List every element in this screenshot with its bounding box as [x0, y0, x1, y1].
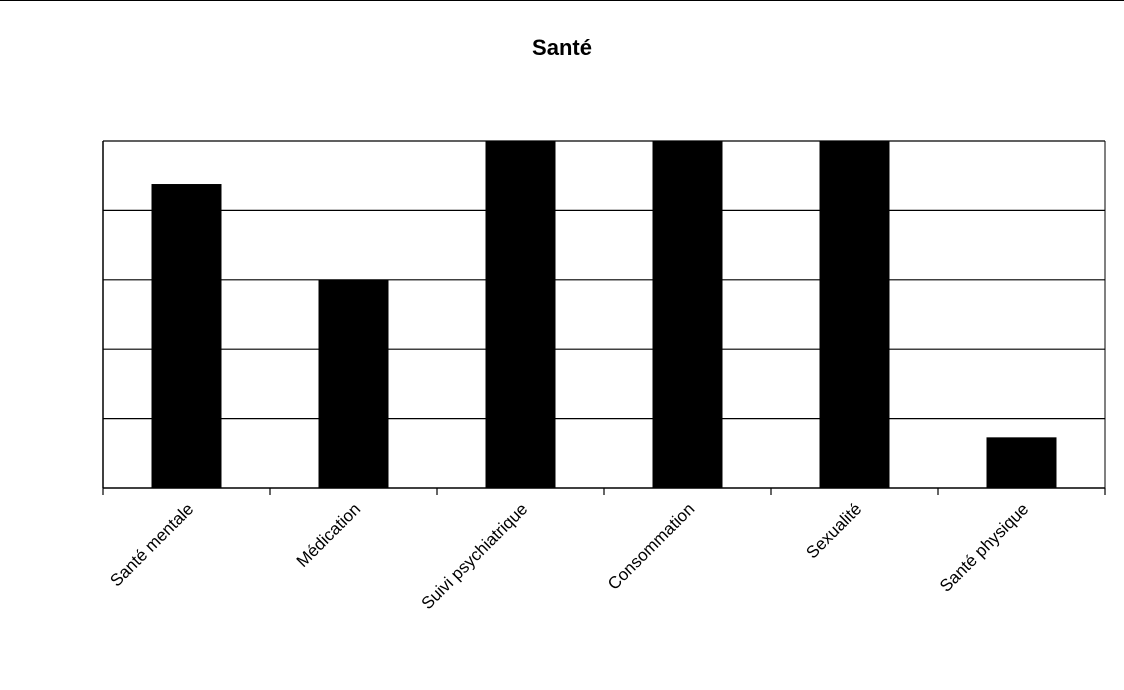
x-tick-label: Suivi psychiatrique — [418, 499, 532, 613]
x-tick-label: Consommation — [604, 499, 698, 593]
x-tick-label: Sexualité — [802, 499, 865, 562]
x-tick-label: Santé physique — [936, 499, 1032, 595]
bar — [819, 141, 890, 488]
axes — [102, 141, 1106, 495]
bar — [986, 437, 1057, 488]
bar — [652, 141, 723, 488]
category-labels: Santé mentale Médication Suivi psychiatriq… — [106, 499, 1032, 613]
x-tick-label: Santé mentale — [106, 499, 197, 590]
bar — [151, 184, 222, 488]
x-tick-label: Médication — [293, 499, 365, 571]
bar — [318, 279, 389, 488]
bar — [485, 141, 556, 488]
bars — [151, 141, 1057, 488]
gridlines — [103, 140, 1106, 488]
chart-title: Santé — [532, 35, 592, 60]
